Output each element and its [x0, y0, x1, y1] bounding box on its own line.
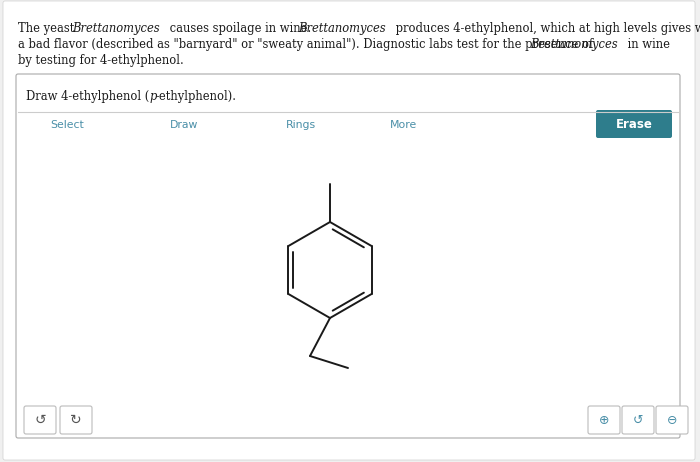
Text: Draw: Draw — [170, 120, 198, 130]
Text: in wine: in wine — [624, 38, 670, 51]
FancyBboxPatch shape — [622, 406, 654, 434]
Text: ↺: ↺ — [633, 413, 643, 426]
Text: causes spoilage in wine.: causes spoilage in wine. — [166, 22, 315, 35]
Text: The yeast: The yeast — [18, 22, 78, 35]
Text: Brettanomyces: Brettanomyces — [530, 38, 617, 51]
Text: ↺: ↺ — [34, 413, 46, 427]
FancyBboxPatch shape — [60, 406, 92, 434]
FancyBboxPatch shape — [24, 406, 56, 434]
Text: p: p — [149, 90, 156, 103]
Text: More: More — [390, 120, 417, 130]
Text: ⊖: ⊖ — [666, 413, 678, 426]
FancyBboxPatch shape — [656, 406, 688, 434]
Text: produces 4-ethylphenol, which at high levels gives wine: produces 4-ethylphenol, which at high le… — [392, 22, 700, 35]
FancyBboxPatch shape — [596, 110, 672, 138]
Text: a bad flavor (described as "barnyard" or "sweaty animal"). Diagnostic labs test : a bad flavor (described as "barnyard" or… — [18, 38, 597, 51]
Text: Erase: Erase — [615, 117, 652, 130]
Text: by testing for 4-ethylphenol.: by testing for 4-ethylphenol. — [18, 54, 183, 67]
Text: Select: Select — [50, 120, 84, 130]
Text: Rings: Rings — [286, 120, 316, 130]
Text: ⊕: ⊕ — [598, 413, 609, 426]
Text: Brettanomyces: Brettanomyces — [298, 22, 386, 35]
FancyBboxPatch shape — [3, 1, 695, 460]
Text: -ethylphenol).: -ethylphenol). — [155, 90, 236, 103]
Text: Brettanomyces: Brettanomyces — [72, 22, 160, 35]
FancyBboxPatch shape — [588, 406, 620, 434]
Text: ↻: ↻ — [70, 413, 82, 427]
FancyBboxPatch shape — [16, 74, 680, 438]
Text: Draw 4-ethylphenol (: Draw 4-ethylphenol ( — [26, 90, 149, 103]
